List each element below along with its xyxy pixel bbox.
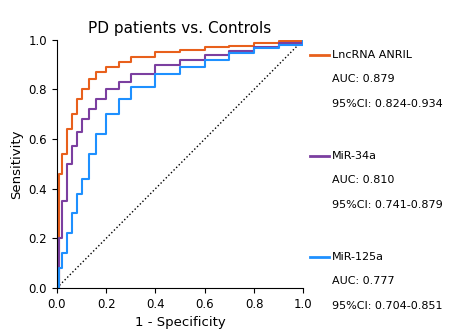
Y-axis label: Sensitivity: Sensitivity (10, 129, 23, 199)
Text: LncRNA ANRIL: LncRNA ANRIL (332, 50, 412, 60)
Text: MiR-125a: MiR-125a (332, 252, 384, 261)
Text: AUC: 0.777: AUC: 0.777 (332, 276, 394, 286)
Title: PD patients vs. Controls: PD patients vs. Controls (89, 21, 272, 36)
Text: MiR-34a: MiR-34a (332, 151, 377, 161)
X-axis label: 1 - Specificity: 1 - Specificity (135, 316, 226, 329)
Text: 95%CI: 0.824-0.934: 95%CI: 0.824-0.934 (332, 99, 443, 109)
Text: AUC: 0.879: AUC: 0.879 (332, 74, 394, 84)
Text: AUC: 0.810: AUC: 0.810 (332, 175, 394, 185)
Text: 95%CI: 0.704-0.851: 95%CI: 0.704-0.851 (332, 301, 442, 311)
Text: 95%CI: 0.741-0.879: 95%CI: 0.741-0.879 (332, 200, 443, 210)
